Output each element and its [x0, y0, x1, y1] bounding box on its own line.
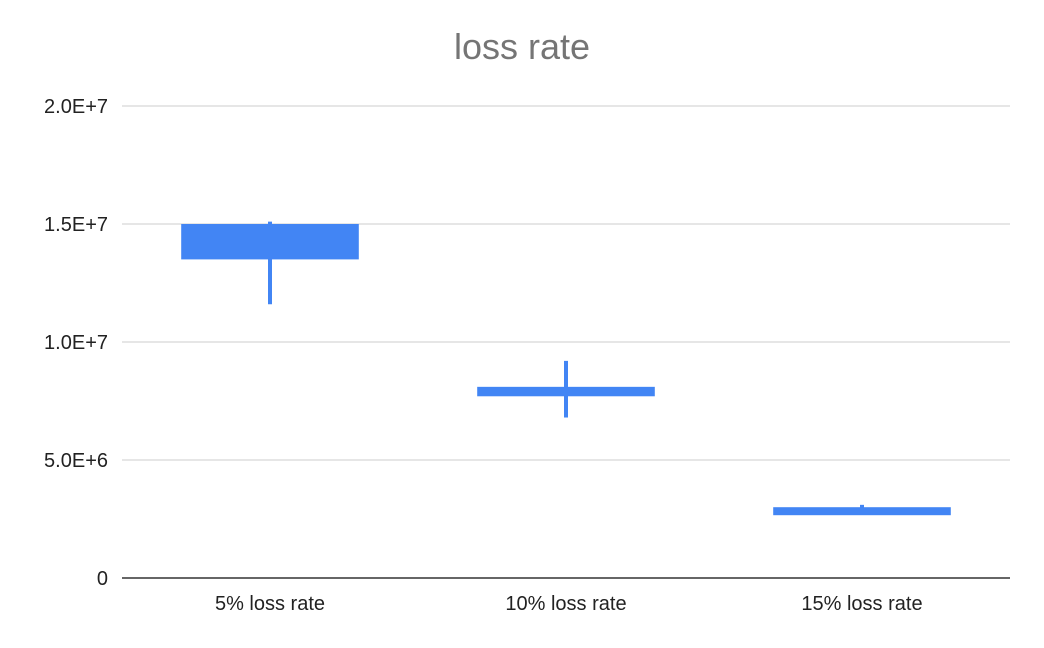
x-tick-label: 10% loss rate	[505, 593, 626, 615]
candle-body	[773, 507, 951, 516]
y-tick-label: 5.0E+6	[44, 450, 108, 472]
y-axis-ticks: 0 5.0E+6 1.0E+7 1.5E+7 2.0E+7	[44, 96, 108, 590]
x-tick-label: 5% loss rate	[215, 593, 325, 615]
candles	[181, 221, 951, 516]
y-tick-label: 0	[97, 568, 108, 590]
x-tick-label: 15% loss rate	[801, 593, 922, 615]
chart-title: loss rate	[453, 26, 591, 67]
y-tick-label: 2.0E+7	[44, 96, 108, 118]
y-tick-label: 1.0E+7	[44, 332, 108, 354]
candle-body	[477, 386, 655, 397]
candle-body	[181, 224, 359, 260]
y-tick-label: 1.5E+7	[44, 214, 108, 236]
x-axis-ticks: 5% loss rate 10% loss rate 15% loss rate	[215, 593, 923, 615]
